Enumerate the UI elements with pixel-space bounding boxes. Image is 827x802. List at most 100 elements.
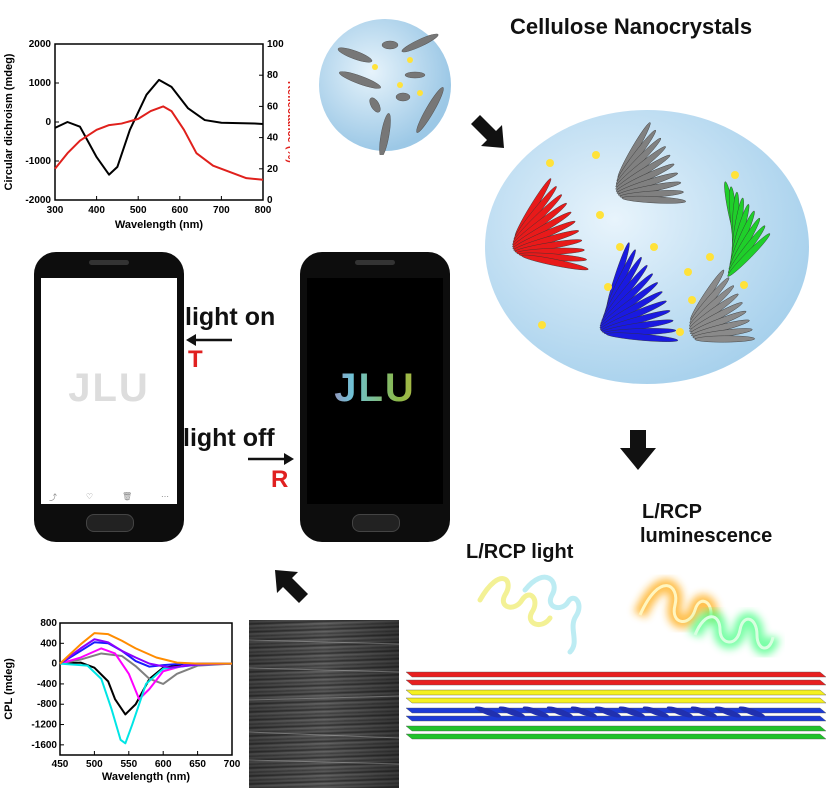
arrow-left-icon — [186, 334, 232, 346]
film-layer — [405, 725, 827, 732]
y2-axis-label: Reflectance (%) — [285, 81, 290, 163]
small-cnc-sphere — [319, 19, 451, 155]
y-tick-label: -1000 — [25, 156, 51, 167]
y-tick-label: 0 — [45, 117, 51, 128]
aligned-rod — [666, 706, 694, 718]
lrcp-light-label: L/RCP light — [466, 541, 574, 563]
cpl-series-line — [59, 638, 233, 669]
lrcp-lum-label-2: luminescence — [640, 525, 773, 547]
helix-cluster — [512, 178, 589, 271]
y-tick-label: -800 — [37, 699, 57, 710]
helix-cluster — [599, 242, 679, 342]
helix-cluster — [689, 269, 755, 343]
nanocrystal-rod — [521, 254, 589, 271]
y2-tick-label: 100 — [267, 39, 284, 50]
phone-light-on: JLU ⤴ ♡ 🗑 ⋯ — [34, 252, 184, 542]
phone-light-off: JLU — [300, 252, 450, 542]
arrow-right-icon — [248, 453, 294, 465]
y-tick-label: -1600 — [31, 740, 57, 751]
reflection-mode-label: R — [271, 466, 289, 493]
cpl-light-spirals — [477, 574, 582, 655]
cpl-chart: 450 500 550 600 650 700 800 400 0 -400 -800 -1200 -1… — [3, 618, 241, 783]
logo-on-screen: JLU — [68, 366, 150, 410]
y-tick-label: 2000 — [29, 39, 52, 50]
page-title: Cellulose Nanocrystals — [510, 14, 753, 39]
y2-tick-label: 40 — [267, 133, 279, 144]
aligned-rod — [546, 706, 574, 718]
arrow-up-left-icon — [275, 570, 308, 603]
cpl-series-line — [59, 632, 232, 665]
aligned-rod — [570, 706, 598, 718]
y-tick-label: -400 — [37, 679, 57, 690]
y-tick-label: -1200 — [31, 720, 57, 731]
cd-line — [54, 78, 264, 176]
phone-speaker — [355, 260, 395, 265]
x-tick-label: 800 — [255, 205, 272, 216]
nanocrystal-rod — [621, 195, 687, 204]
cpl-series-line — [59, 652, 233, 685]
film-layer — [405, 715, 827, 722]
nanocrystal-rod — [606, 332, 679, 342]
aligned-rod — [738, 706, 766, 718]
arrow-down-right-icon — [471, 115, 504, 148]
arrow-down-icon — [620, 430, 656, 470]
screen-toolbar: ⤴ ♡ 🗑 ⋯ — [49, 492, 169, 502]
nanocrystal-rod — [727, 233, 771, 277]
y-axis-label: Circular dichroism (mdeg) — [3, 53, 15, 190]
aligned-rod — [618, 706, 646, 718]
cpl-series-line — [59, 641, 232, 668]
sem-texture — [249, 639, 399, 765]
sem-image — [249, 620, 399, 788]
more-icon[interactable]: ⋯ — [161, 492, 169, 501]
y2-tick-label: 80 — [267, 70, 279, 81]
cpl-luminescence-spirals — [633, 578, 780, 655]
y-tick-label: 400 — [40, 638, 57, 649]
reflectance-line — [54, 105, 264, 181]
logo-on-screen-colored: JLU — [307, 366, 443, 411]
nanocrystal-rod — [694, 335, 755, 343]
x-tick-label: 300 — [47, 205, 64, 216]
x-tick-label: 700 — [224, 759, 241, 770]
y-tick-label: 0 — [51, 659, 57, 670]
film-layer — [405, 689, 827, 696]
x-axis-label: Wavelength (nm) — [102, 771, 191, 783]
y2-tick-label: 0 — [267, 195, 273, 206]
x-tick-label: 450 — [52, 759, 69, 770]
plot-frame — [54, 43, 264, 201]
favorite-icon[interactable]: ♡ — [85, 492, 94, 501]
light-off-label: light off — [183, 424, 275, 452]
aligned-rod — [642, 706, 670, 718]
large-cnc-sphere — [485, 110, 809, 384]
layered-film — [405, 671, 827, 740]
phone-screen-on: JLU ⤴ ♡ 🗑 ⋯ — [41, 278, 177, 504]
phone-screen-off: JLU — [307, 278, 443, 504]
y2-tick-label: 20 — [267, 164, 279, 175]
aligned-rod — [714, 706, 742, 718]
phone-speaker — [89, 260, 129, 265]
cpl-series-line — [59, 661, 232, 716]
aligned-rod — [522, 706, 550, 718]
x-tick-label: 700 — [213, 205, 230, 216]
share-icon[interactable]: ⤴ — [49, 493, 57, 502]
phone-home-button — [352, 514, 400, 532]
x-tick-label: 500 — [86, 759, 103, 770]
x-tick-label: 500 — [130, 205, 147, 216]
cpl-series-line — [59, 647, 232, 701]
film-layer — [405, 733, 827, 740]
helix-cluster — [724, 181, 771, 277]
aligned-rod — [594, 706, 622, 718]
delete-icon[interactable]: 🗑 — [121, 492, 133, 501]
x-tick-label: 600 — [155, 759, 172, 770]
light-on-label: light on — [185, 303, 276, 331]
transmission-mode-label: T — [188, 346, 203, 373]
cd-reflectance-chart: 300 400 500 600 700 800 -2000 -1000 0 1000 2000 0 20… — [3, 39, 290, 231]
plot-frame — [59, 622, 233, 756]
aligned-rod — [498, 706, 526, 718]
helix-cluster — [615, 122, 687, 204]
film-layer — [405, 679, 827, 686]
y-tick-label: 800 — [40, 618, 57, 629]
aligned-rod — [474, 706, 502, 718]
y2-tick-label: 60 — [267, 101, 279, 112]
phone-home-button — [86, 514, 134, 532]
x-tick-label: 550 — [120, 759, 137, 770]
